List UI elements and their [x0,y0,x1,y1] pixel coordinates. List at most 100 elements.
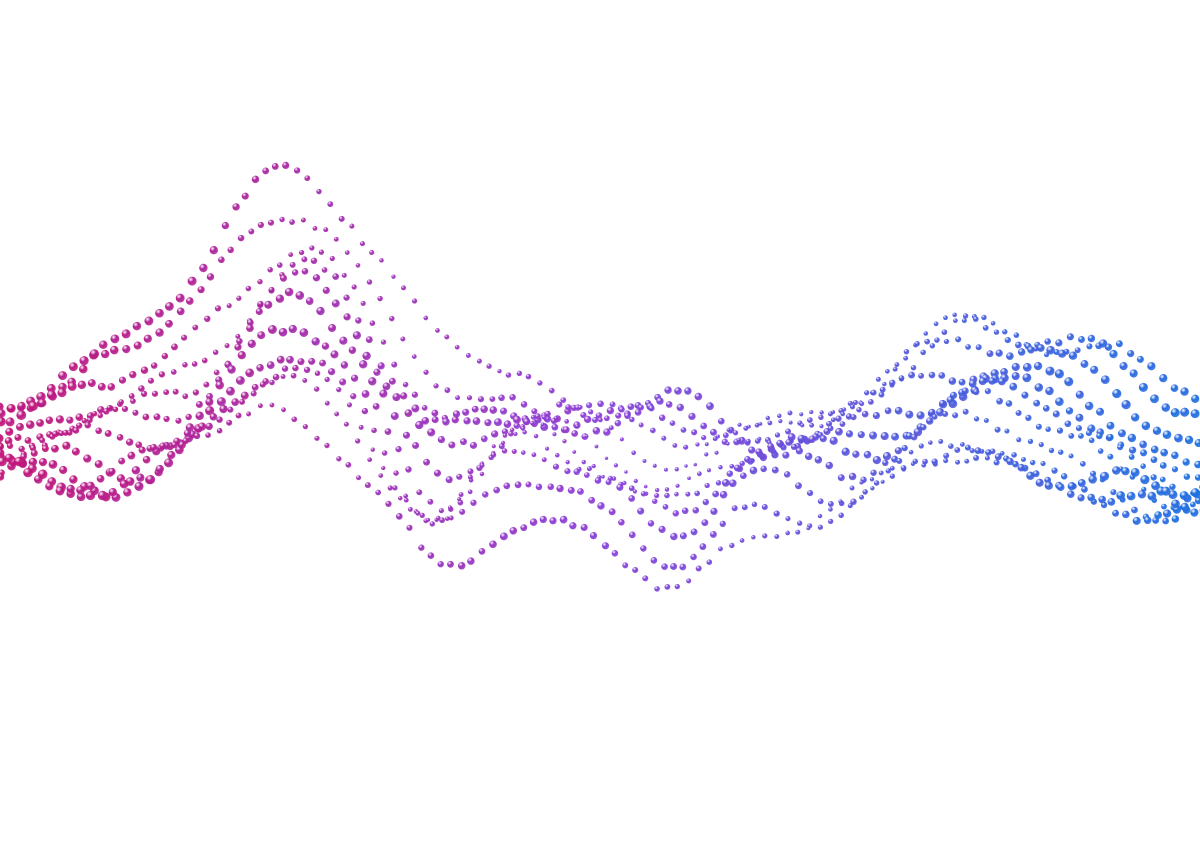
particle-dot [823,427,831,436]
particle-dot [785,428,792,435]
particle-dot [235,333,241,339]
particle-dot [604,456,609,461]
particle-dot [840,411,846,417]
particle-dot [928,440,933,445]
particle-dot [275,294,285,303]
particle-dot [91,411,98,417]
particle-dot [51,430,59,438]
particle-dot [281,407,286,413]
particle-dot [218,256,225,264]
particle-dot [138,446,146,454]
particle-dot [411,404,420,413]
particle-dot [147,377,155,384]
particle-dot [393,470,399,476]
particle-dot [795,529,801,535]
particle-dot [369,250,375,256]
particle-dot [1012,460,1019,468]
particle-dot [77,380,87,390]
particle-dot [650,427,656,434]
particle-dot [344,250,350,255]
particle-dot [135,441,143,449]
particle-dot [295,291,305,300]
particle-dot [301,267,309,275]
particle-dot [421,416,430,425]
particle-dot [562,439,567,444]
particle-dot [681,507,689,515]
particle-dot [171,343,178,351]
particle-dot [725,441,730,446]
particle-dot [355,317,362,324]
particle-dot [1009,382,1018,391]
particle-dot [444,516,450,522]
particle-dot [597,400,604,408]
particle-dot [1051,467,1058,474]
particle-dot [224,343,230,349]
particle-dot [1042,405,1050,412]
particle-dot [807,417,813,423]
particle-dot [175,293,185,303]
particle-dot [1006,352,1014,361]
particle-dot [290,372,297,379]
particle-dot [284,287,294,297]
particle-dot [313,386,320,392]
particle-dot [726,427,731,433]
particle-dot [984,388,992,395]
particle-dot [1013,332,1020,338]
particle-dot [949,391,958,400]
particle-dot [797,434,806,443]
particle-dot [314,435,320,441]
particle-dot [594,477,602,484]
particle-dot [395,513,403,520]
particle-dot [1139,440,1148,449]
particle-dot [520,450,526,455]
particle-dot [45,416,54,425]
particle-dot [235,376,245,385]
particle-dot [729,542,735,549]
particle-dot [500,407,508,415]
particle-dot [961,387,969,395]
particle-dot [878,470,884,476]
particle-dot [1080,360,1089,368]
particle-dot [530,414,536,420]
particle-dot [480,463,485,468]
particle-dot [359,241,366,247]
particle-dot [192,389,199,396]
particle-dot [457,499,464,506]
particle-dot [1150,456,1158,464]
particle-dot [978,377,987,386]
particle-dot [479,471,485,477]
particle-dot [664,467,668,472]
particle-dot [269,379,275,386]
particle-dot [379,258,384,263]
particle-dot [339,378,347,386]
particle-dot [1154,511,1162,519]
particle-dot [391,361,398,368]
particle-dot [226,386,235,396]
particle-dot [729,463,735,469]
particle-dot [870,389,877,396]
particle-dot [676,403,685,412]
particle-dot [774,534,780,540]
particle-dot [257,221,264,229]
particle-dot [751,501,758,508]
particle-dot [426,517,431,522]
particle-dot [555,452,560,458]
particle-dot [0,434,4,443]
particle-dot [343,313,351,321]
particle-dot [1080,461,1086,467]
particle-dot [674,491,679,497]
particle-dot [72,427,80,434]
particle-dot [1147,491,1157,501]
particle-dot [830,417,836,423]
particle-dot [276,262,283,268]
particle-dot [1171,451,1179,460]
particle-dot [885,369,890,374]
particle-dot [276,355,285,364]
particle-dot [942,411,949,417]
particle-dot [467,489,473,495]
particle-dot [896,458,903,464]
particle-dot [520,524,528,532]
particle-dot [952,312,957,318]
particle-dot [605,479,612,486]
